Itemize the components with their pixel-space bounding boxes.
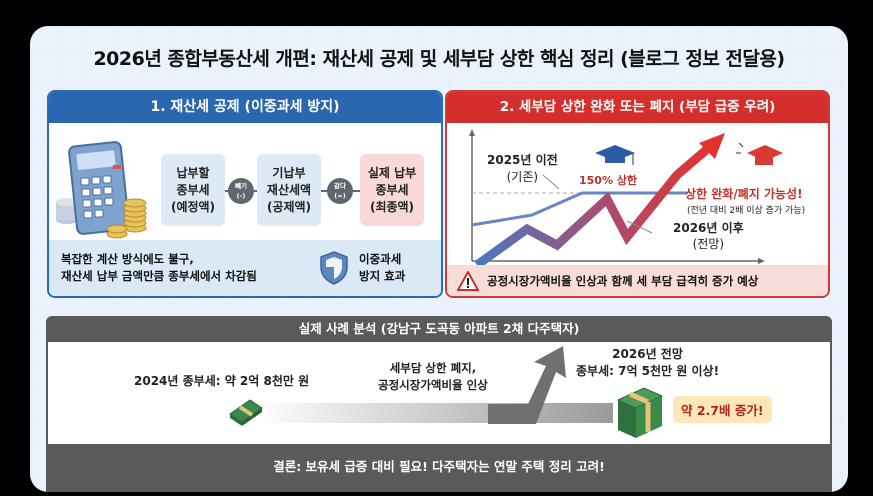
broken-cap-icon bbox=[736, 142, 783, 165]
cap-relief-warning: 상한 완화/폐지 가능성! bbox=[685, 187, 803, 201]
label-before-2025: 2025년 이전 (기존) bbox=[487, 153, 558, 184]
warning-icon bbox=[457, 270, 479, 291]
shield-icon bbox=[320, 251, 348, 285]
panel-case-study: 실제 사례 분석 (강남구 도곡동 아파트 2채 다주택자) 2024년 종부세… bbox=[46, 316, 832, 492]
paid-property-tax-box: 기납부 재산세액 (공제액) bbox=[257, 154, 321, 226]
expected-tax-box: 납부할 종부세 (예정액) bbox=[161, 154, 225, 226]
calculator-icon bbox=[56, 141, 147, 239]
money-stack-small-icon bbox=[229, 399, 263, 426]
panel2-header: 2. 세부담 상한 완화 또는 폐지 (부담 급증 우려) bbox=[447, 92, 828, 123]
tax-trend-chart bbox=[469, 129, 783, 269]
rising-arrow-icon bbox=[488, 346, 566, 424]
minus-operator: 빼기 (-) bbox=[228, 178, 254, 204]
graduation-cap-icon bbox=[595, 145, 635, 165]
panel2-footer: 공정시장가액비율 인상과 함께 세 부담 급격히 증가 예상 bbox=[447, 265, 828, 296]
panel3-header: 실제 사례 분석 (강남구 도곡동 아파트 2채 다주택자) bbox=[298, 321, 580, 336]
panel1-header: 1. 재산세 공제 (이중과세 방지) bbox=[49, 92, 441, 123]
money-stack-large-icon bbox=[616, 387, 664, 438]
arrow-label: 세부담 상한 폐지, 공정시장가액비율 인상 bbox=[378, 361, 488, 392]
label-after-2026: 2026년 이후 (전망) bbox=[673, 221, 744, 251]
case-study-body: 2024년 종부세: 약 2억 8천만 원 세부담 상한 폐지, 공정시장가액비율… bbox=[48, 342, 830, 444]
final-tax-box: 실제 납부 종부세 (최종액) bbox=[360, 154, 424, 226]
tax-2024-label: 2024년 종부세: 약 2억 8천만 원 bbox=[134, 374, 310, 388]
conclusion-bar: 결론: 보유세 급증 대비 필요! 다주택자는 연말 주택 정리 고려! bbox=[273, 459, 605, 474]
panel1-footer: 복잡한 계산 방식에도 불구, 재산세 납부 금액만큼 종부세에서 차감됨 이중과… bbox=[49, 240, 441, 296]
cap-150-label: 150% 상한 bbox=[579, 174, 638, 187]
increase-badge: 약 2.7배 증가! bbox=[673, 396, 772, 423]
equals-operator: 같다 (=) bbox=[327, 178, 353, 204]
tax-2026-label: 2026년 전망 종부세: 7억 5천만 원 이상! bbox=[576, 347, 720, 378]
infographic-card: 2026년 종합부동산세 개편: 재산세 공제 및 세부담 상한 핵심 정리 (… bbox=[30, 26, 848, 492]
cap-relief-subtext: (전년 대비 2배 이상 증가 가능) bbox=[687, 206, 806, 216]
panel-property-tax-deduction: 1. 재산세 공제 (이중과세 방지) 납부할 종부세 (예정액) 빼기 (-) 기납… bbox=[47, 90, 443, 298]
page-title: 2026년 종합부동산세 개편: 재산세 공제 및 세부담 상한 핵심 정리 (… bbox=[93, 48, 785, 70]
panel-tax-cap-relief: 2. 세부담 상한 완화 또는 폐지 (부담 급증 우려) 2025년 이전 (기… bbox=[445, 90, 830, 298]
